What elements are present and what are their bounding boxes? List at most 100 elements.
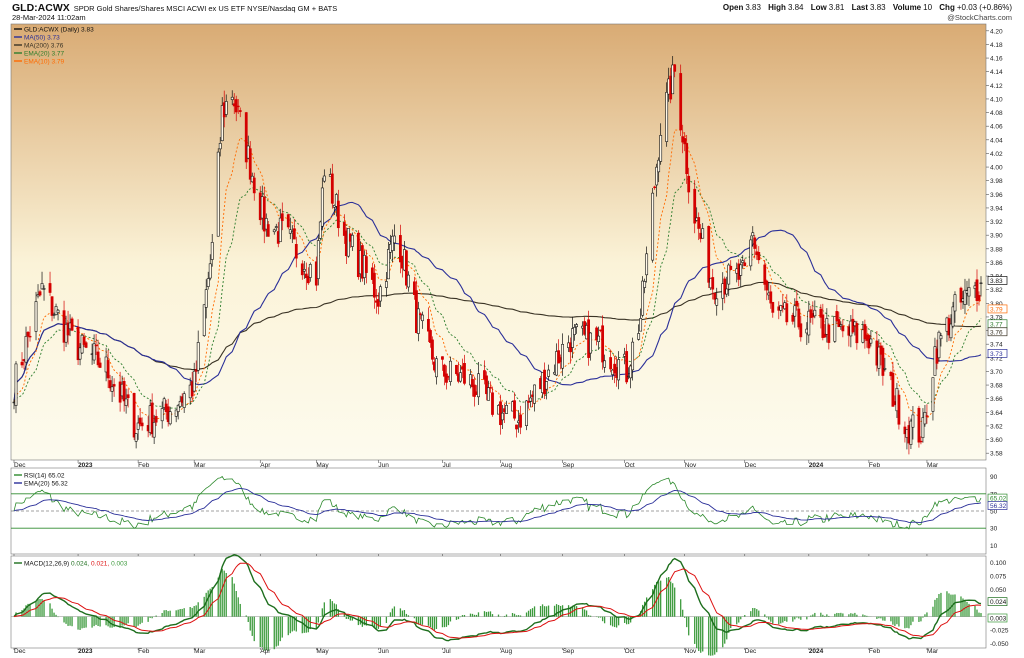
candle [174,409,178,423]
candle [485,371,488,401]
candle [316,235,320,286]
candle [42,285,46,301]
candle [138,408,142,427]
candle [449,356,452,386]
x-axis-label: Aug [501,462,513,469]
price-tick-label: 3.68 [990,383,1003,390]
candle [949,314,953,342]
candle [292,218,296,240]
symbol-description: SPDR Gold Shares/Shares MSCI ACWI ex US … [73,4,338,13]
candle [280,202,284,231]
macd-series [11,554,986,656]
candle [881,345,885,386]
candle [795,290,799,311]
candle [405,249,408,289]
rsi-ema-line [13,487,982,524]
macd-tick-label: 0.100 [990,560,1007,567]
candle [266,220,270,237]
candle [665,82,669,147]
candle [799,315,803,342]
candle [771,301,775,318]
candle [176,404,180,420]
candle [459,364,462,383]
candle [82,332,86,348]
candle [182,391,186,413]
candle [248,141,252,185]
macd-tick-label: 0.050 [990,587,1007,594]
candle [92,334,96,364]
candle [220,97,224,142]
candle [441,356,444,371]
candle [743,258,747,267]
candle [673,64,677,78]
x-axis-label: Sep [563,648,575,655]
candle [489,381,492,393]
candle [224,94,228,118]
candle [963,278,967,314]
candle [372,264,376,309]
candle [641,276,645,318]
price-end-label: 3.76 [990,329,1003,336]
candle [757,246,761,264]
price-tick-label: 3.94 [990,205,1003,212]
candle [322,169,326,183]
candle [725,276,729,298]
candle [637,324,641,341]
candle [483,360,486,385]
x-axis-label: Oct [625,648,635,655]
candle [154,409,158,427]
candle [707,225,711,288]
x-axis-label: 2023 [78,462,93,469]
price-panel [10,23,987,461]
candle [160,401,164,429]
candle [501,404,504,429]
rsi-series [11,475,986,530]
candle [951,301,955,329]
candle [386,241,390,280]
candle [897,390,901,430]
candle [34,291,38,341]
candle [609,349,613,373]
price-tick-label: 3.70 [990,369,1003,376]
candle [625,344,629,385]
macd-tick-label: 0.075 [990,574,1007,581]
candle [891,361,895,407]
candle [855,320,859,350]
candle [959,286,963,310]
candle [376,292,380,315]
price-end-box [987,304,1008,314]
candle [769,285,773,309]
candle [819,304,823,329]
candle [967,278,971,307]
candle [571,316,574,359]
last-label: Last [851,3,869,12]
candle [697,212,701,241]
price-tick-label: 3.82 [990,287,1003,294]
candle [140,417,144,431]
candle [925,404,929,424]
candle [429,328,432,348]
x-axis-label: 2024 [809,648,824,655]
x-axis-label: Apr [260,462,271,469]
candle [98,357,102,368]
macd-end-box [987,613,1008,623]
ohlc-readout: Open 3.83 High 3.84 Low 3.81 Last 3.83 Volum… [718,3,1012,12]
candle [651,187,655,263]
candle [206,271,210,290]
x-axis-label: Jun [378,648,389,655]
x-axis-label: Feb [869,462,881,469]
price-legend-entry: MA(50) 3.73 [24,35,60,42]
macd-axis: 0.1000.0750.0500.0250.000-0.025-0.0500.0… [987,560,1009,648]
candle [877,339,881,376]
x-axis-label: Jun [378,462,389,469]
volume-label: Volume [892,3,922,12]
candle [378,284,382,307]
candle [294,236,298,268]
candle [679,64,683,136]
candle [162,396,166,411]
candle [491,386,494,417]
candle [302,261,306,279]
price-tick-label: 3.66 [990,396,1003,403]
